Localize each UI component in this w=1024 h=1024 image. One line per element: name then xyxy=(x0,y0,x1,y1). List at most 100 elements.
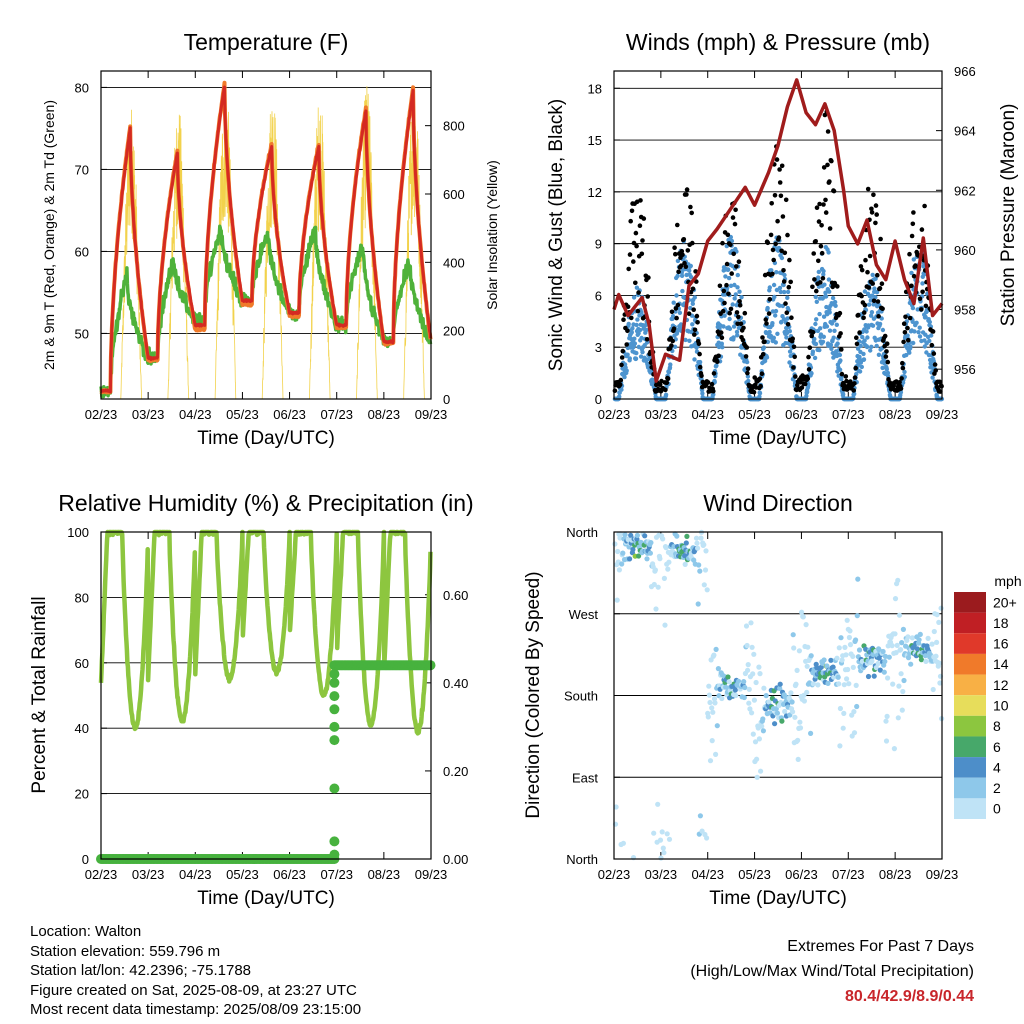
direction-point xyxy=(772,721,778,727)
direction-point xyxy=(653,606,659,612)
gust-point xyxy=(681,237,687,242)
extremes-title: Extremes For Past 7 Days xyxy=(787,938,974,955)
gust-point xyxy=(806,354,811,360)
gust-point xyxy=(669,309,675,315)
direction-point xyxy=(614,597,620,603)
direction-point xyxy=(664,831,670,837)
wind-point xyxy=(821,268,826,274)
gust-point xyxy=(676,269,681,275)
relative-humidity-line xyxy=(98,529,433,736)
gust-point xyxy=(780,214,786,219)
wind-point xyxy=(677,310,683,315)
gust-point xyxy=(884,349,889,354)
panel-title: Winds (mph) & Pressure (mb) xyxy=(626,29,930,55)
gust-point xyxy=(692,327,698,333)
wind-point xyxy=(711,392,716,397)
gust-point xyxy=(770,247,776,253)
gust-point xyxy=(625,328,630,334)
extremes-values: 80.4/42.9/8.9/0.44 xyxy=(845,988,974,1005)
direction-point xyxy=(741,694,747,701)
direction-point xyxy=(839,657,845,663)
direction-point xyxy=(697,568,703,574)
gust-point xyxy=(763,317,769,322)
wind-point xyxy=(731,324,737,329)
gust-point xyxy=(641,216,647,221)
x-tick-label: 03/23 xyxy=(132,407,165,422)
wind-point xyxy=(880,365,885,371)
direction-point xyxy=(613,804,619,810)
colorbar-swatch xyxy=(954,612,986,634)
gust-point xyxy=(857,330,862,335)
direction-point xyxy=(777,681,783,687)
direction-point xyxy=(850,664,856,671)
colorbar-swatch xyxy=(954,633,986,654)
gust-point xyxy=(767,297,773,302)
wind-point xyxy=(923,314,928,320)
direction-point xyxy=(666,559,672,565)
gust-point xyxy=(758,383,763,389)
gust-point xyxy=(772,193,778,198)
gust-point xyxy=(731,251,736,257)
colorbar-label: 10 xyxy=(993,698,1009,714)
direction-point xyxy=(682,553,688,559)
wind-point xyxy=(862,289,868,294)
direction-point xyxy=(825,680,831,687)
precip-point xyxy=(329,704,340,715)
direction-point xyxy=(782,708,788,715)
wind-point xyxy=(873,276,878,281)
wind-point xyxy=(813,341,819,347)
gust-point xyxy=(779,163,785,169)
direction-point xyxy=(828,657,834,663)
gust-point xyxy=(680,252,685,257)
direction-point xyxy=(726,679,732,685)
wind-point xyxy=(858,343,863,349)
wind-point xyxy=(734,329,740,335)
gust-point xyxy=(838,331,843,336)
direction-point xyxy=(916,637,922,643)
wind-point xyxy=(927,338,932,344)
gust-point xyxy=(711,388,716,394)
direction-point xyxy=(652,567,659,573)
x-axis-label: Time (Day/UTC) xyxy=(709,888,847,909)
direction-point xyxy=(706,692,713,698)
wind-point xyxy=(830,295,836,301)
wind-point xyxy=(818,326,823,331)
gust-point xyxy=(917,296,923,302)
wind-point xyxy=(639,310,644,315)
wind-point xyxy=(687,268,692,273)
colorbar-swatch xyxy=(954,653,986,675)
left-y-tick-label: 6 xyxy=(595,288,602,303)
gust-point xyxy=(900,360,905,366)
gust-point xyxy=(909,283,914,289)
gust-point xyxy=(762,339,767,345)
wind-point xyxy=(872,286,877,291)
gust-point xyxy=(683,264,689,270)
direction-tick-label: East xyxy=(572,770,598,785)
wind-point xyxy=(787,360,792,365)
gust-point xyxy=(827,179,832,184)
wind-point xyxy=(765,339,771,345)
wind-point xyxy=(687,338,692,343)
wind-point xyxy=(764,355,770,360)
direction-point xyxy=(905,655,912,661)
direction-point xyxy=(796,648,803,654)
wind-point xyxy=(769,268,774,273)
gust-point xyxy=(865,186,871,192)
direction-point xyxy=(830,664,836,670)
winds-pressure-panel: Winds (mph) & Pressure (mb) Time (Day/UTC… xyxy=(546,29,1019,449)
gust-point xyxy=(902,330,908,335)
gust-point xyxy=(923,303,929,309)
wind-point xyxy=(885,370,891,376)
wind-point xyxy=(745,374,751,379)
x-tick-label: 07/23 xyxy=(320,867,353,882)
gust-point xyxy=(711,371,717,376)
wind-point xyxy=(831,335,836,340)
wind-point xyxy=(757,394,762,399)
gust-point xyxy=(619,362,624,368)
wind-point xyxy=(827,310,832,315)
wind-point xyxy=(727,316,732,322)
gust-point xyxy=(634,243,639,249)
x-tick-label: 07/23 xyxy=(832,867,865,882)
x-tick-label: 04/23 xyxy=(179,407,212,422)
